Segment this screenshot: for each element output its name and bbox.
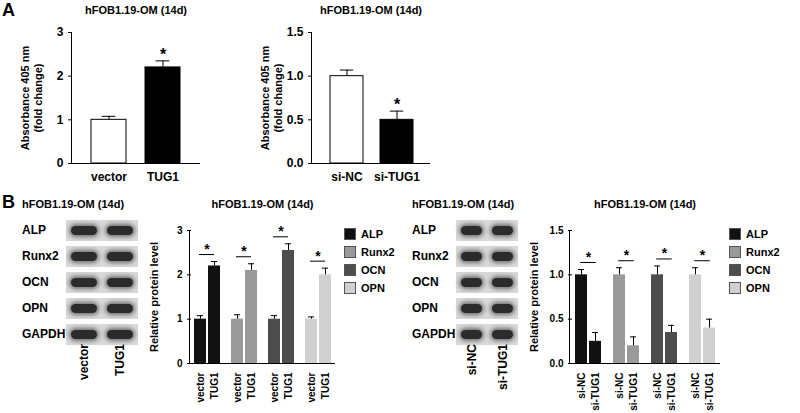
svg-text:si-TUG1: si-TUG1: [374, 170, 420, 184]
html-text:OPN: OPN: [746, 282, 770, 294]
svg-text:*: *: [241, 243, 247, 259]
svg-text:si-TUG1: si-TUG1: [666, 372, 677, 411]
svg-text:*: *: [278, 223, 284, 239]
svg-text:*: *: [394, 96, 401, 113]
svg-text:si-TUG1: si-TUG1: [628, 372, 639, 411]
html-text:hFOB1.19-OM (14d): hFOB1.19-OM (14d): [594, 198, 696, 210]
svg-text:0.5: 0.5: [287, 113, 304, 127]
svg-text:si-TUG1: si-TUG1: [590, 372, 601, 411]
svg-text:0: 0: [177, 358, 183, 369]
svg-text:TUG1: TUG1: [320, 372, 331, 399]
svg-text:*: *: [662, 245, 668, 261]
svg-text:si-NC: si-NC: [576, 373, 587, 399]
html-text:OPN: OPN: [361, 282, 385, 294]
svg-text:1.0: 1.0: [287, 69, 304, 83]
svg-text:0.0: 0.0: [287, 156, 304, 170]
html-text:ALP: ALP: [361, 228, 383, 240]
svg-text:0.0: 0.0: [550, 358, 564, 369]
html-text:hFOB1.19-OM (14d): hFOB1.19-OM (14d): [320, 4, 422, 16]
svg-text:1: 1: [57, 113, 64, 127]
svg-text:1.5: 1.5: [287, 25, 304, 39]
html-text:ALP: ALP: [746, 228, 768, 240]
svg-text:*: *: [160, 46, 167, 63]
html-text:OCN: OCN: [22, 275, 49, 289]
html-text:vector: vector: [77, 344, 91, 380]
html-text:Absorbance 405 nm (fold change: Absorbance 405 nm (fold change): [259, 45, 284, 150]
svg-text:TUG1: TUG1: [209, 372, 220, 399]
svg-text:si-TUG1: si-TUG1: [704, 372, 715, 411]
svg-text:vector: vector: [306, 372, 317, 402]
svg-text:0: 0: [57, 156, 64, 170]
svg-text:0.5: 0.5: [550, 313, 564, 324]
html-text:ALP: ALP: [412, 223, 436, 237]
html-text:OPN: OPN: [412, 301, 438, 315]
svg-text:vector: vector: [91, 170, 127, 184]
html-text:hFOB1.19-OM (14d): hFOB1.19-OM (14d): [22, 198, 125, 210]
svg-text:vector: vector: [269, 372, 280, 402]
html-text:ALP: ALP: [22, 223, 46, 237]
html-text:Relative protein level: Relative protein level: [527, 241, 540, 352]
svg-text:TUG1: TUG1: [147, 170, 179, 184]
svg-text:3: 3: [177, 225, 183, 236]
html-text:GAPDH: GAPDH: [412, 327, 456, 341]
svg-text:si-NC: si-NC: [690, 373, 701, 399]
html-text:TUG1: TUG1: [113, 344, 127, 376]
svg-text:2: 2: [57, 69, 64, 83]
svg-text:si-NC: si-NC: [331, 170, 363, 184]
html-text:GAPDH: GAPDH: [22, 327, 66, 341]
html-text:A: A: [2, 0, 15, 20]
html-text:Relative protein level: Relative protein level: [147, 241, 160, 352]
html-text:hFOB1.19-OM (14d): hFOB1.19-OM (14d): [412, 198, 515, 210]
html-text:si-NC: si-NC: [464, 344, 479, 376]
html-text:hFOB1.19-OM (14d): hFOB1.19-OM (14d): [211, 198, 314, 210]
html-text:Runx2: Runx2: [22, 249, 59, 263]
svg-text:1.5: 1.5: [550, 225, 564, 236]
html-text:OCN: OCN: [412, 275, 439, 289]
svg-text:*: *: [624, 247, 630, 263]
html-text:OPN: OPN: [22, 301, 48, 315]
svg-text:vector: vector: [232, 372, 243, 402]
html-text:Runx2: Runx2: [412, 249, 449, 263]
svg-text:TUG1: TUG1: [246, 372, 257, 399]
svg-text:si-NC: si-NC: [652, 373, 663, 399]
svg-text:*: *: [204, 241, 210, 257]
html-text:hFOB1.19-OM (14d): hFOB1.19-OM (14d): [85, 4, 187, 16]
svg-text:vector: vector: [195, 372, 206, 402]
svg-text:si-NC: si-NC: [614, 373, 625, 399]
html-text:si-TUG1: si-TUG1: [495, 344, 510, 390]
html-text:Absorbance 405 nm (fold change: Absorbance 405 nm (fold change): [19, 45, 44, 150]
html-text:OCN: OCN: [746, 264, 771, 276]
svg-text:2: 2: [177, 269, 183, 280]
svg-text:*: *: [586, 249, 592, 265]
html-text:B: B: [2, 192, 15, 212]
html-text:OCN: OCN: [361, 264, 386, 276]
svg-text:TUG1: TUG1: [283, 372, 294, 399]
html-text:Runx2: Runx2: [746, 246, 780, 258]
html-text:Runx2: Runx2: [361, 246, 395, 258]
svg-text:*: *: [700, 247, 706, 263]
svg-text:3: 3: [57, 25, 64, 39]
svg-text:1: 1: [177, 313, 183, 324]
svg-text:1.0: 1.0: [550, 269, 564, 280]
svg-text:*: *: [315, 248, 321, 264]
